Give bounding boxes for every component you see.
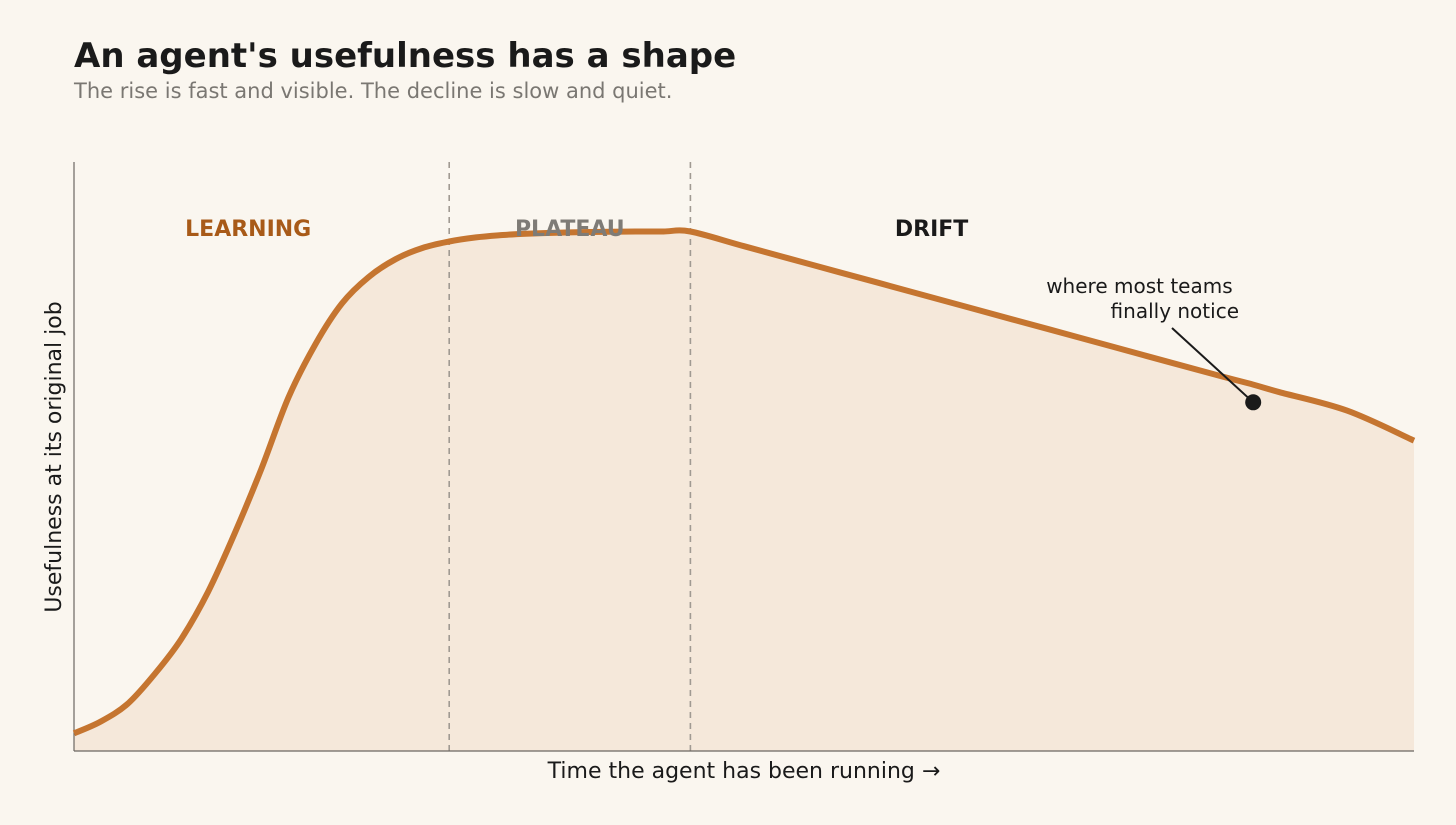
annotation-label: where most teams finally notice [1046, 274, 1239, 323]
annotation-line-2: finally notice [1111, 299, 1239, 323]
usefulness-curve [72, 227, 1416, 737]
chart-subtitle: The rise is fast and visible. The declin… [74, 79, 673, 103]
phase-label-learning: LEARNING [185, 217, 311, 242]
area-fill [74, 230, 1414, 751]
annotation-line-1: where most teams [1046, 274, 1232, 298]
phase-label-drift: DRIFT [895, 217, 968, 242]
x-axis-label: Time the agent has been running → [547, 759, 941, 784]
annotation-marker [1245, 394, 1262, 411]
annotation-pointer [1171, 327, 1254, 404]
y-axis-label: Usefulness at its original job [42, 301, 67, 612]
phase-label-plateau: PLATEAU [515, 217, 625, 242]
chart-title: An agent's usefulness has a shape [74, 36, 737, 76]
